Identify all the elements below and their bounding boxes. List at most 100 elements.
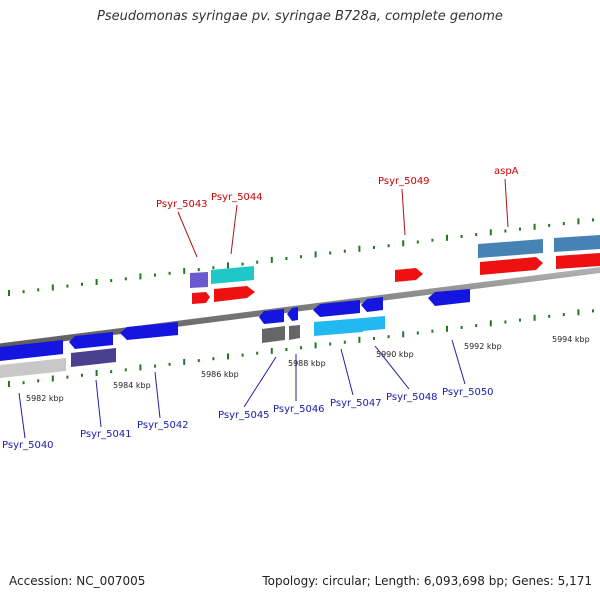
gene-label-psyr-5049[interactable]: Psyr_5049 bbox=[378, 176, 430, 187]
gene-label-psyr-5042[interactable]: Psyr_5042 bbox=[137, 420, 189, 431]
gene-feature-psyr-5050[interactable] bbox=[428, 289, 470, 306]
gene-feature-psyr-5048[interactable] bbox=[361, 297, 383, 312]
gene-label-psyr-5047[interactable]: Psyr_5047 bbox=[330, 398, 382, 409]
scale-tick-upper bbox=[285, 257, 288, 260]
gene-feature-aspa-upper[interactable] bbox=[478, 239, 543, 258]
leader-line-psyr-5040 bbox=[18, 392, 26, 439]
scale-tick-upper bbox=[168, 271, 171, 275]
gene-feature-psyr-5048-lower[interactable] bbox=[363, 316, 385, 331]
leader-line-psyr-5049 bbox=[401, 188, 406, 236]
gene-feature-psyr-5043-upper[interactable] bbox=[190, 272, 208, 288]
scale-tick-upper bbox=[314, 251, 317, 258]
gene-label-psyr-5044[interactable]: Psyr_5044 bbox=[211, 192, 263, 203]
scale-tick-upper bbox=[387, 244, 390, 248]
gene-feature-psyr-5040-lower[interactable] bbox=[0, 358, 66, 378]
scale-tick-upper bbox=[37, 288, 40, 292]
gene-label-psyr-5041[interactable]: Psyr_5041 bbox=[80, 429, 132, 440]
scale-tick-lower bbox=[8, 381, 10, 387]
gene-feature-psyr-5046-lower[interactable] bbox=[289, 325, 300, 340]
scale-tick-upper bbox=[124, 277, 127, 281]
scale-tick-lower bbox=[51, 375, 54, 382]
scale-tick-lower bbox=[256, 351, 259, 355]
scale-tick-lower bbox=[387, 335, 390, 339]
gene-label-psyr-5045[interactable]: Psyr_5045 bbox=[218, 410, 270, 421]
scale-tick-lower bbox=[183, 358, 186, 365]
scale-tick-upper bbox=[256, 260, 259, 264]
gene-feature-psyr-5043[interactable] bbox=[192, 292, 210, 304]
scale-tick-upper bbox=[22, 290, 25, 294]
scale-tick-lower bbox=[431, 329, 434, 333]
scale-tick-lower bbox=[475, 324, 478, 328]
gene-feature-psyr-5049[interactable] bbox=[395, 268, 423, 282]
scale-tick-upper bbox=[81, 282, 83, 286]
scale-tick-upper bbox=[95, 279, 98, 285]
scale-tick-lower bbox=[241, 353, 244, 357]
scale-tick-upper bbox=[431, 238, 434, 242]
scale-ticks-lower bbox=[8, 309, 594, 387]
genome-title: Pseudomonas syringae pv. syringae B728a,… bbox=[97, 9, 503, 24]
leader-line-psyr-5045 bbox=[243, 356, 277, 408]
leader-line-aspa bbox=[504, 178, 509, 228]
scale-label-5984: 5984 kbp bbox=[113, 381, 151, 390]
gene-feature-psyr-5042[interactable] bbox=[120, 322, 178, 340]
length-value: 6,093,698 bp bbox=[423, 574, 504, 588]
gene-feature-next[interactable] bbox=[556, 253, 600, 269]
gene-feature-psyr-5045[interactable] bbox=[259, 309, 284, 324]
gene-feature-psyr-5040[interactable] bbox=[0, 340, 63, 361]
scale-tick-upper bbox=[519, 227, 521, 231]
gene-feature-psyr-5041[interactable] bbox=[69, 332, 113, 349]
leader-line-psyr-5048 bbox=[374, 345, 410, 390]
scale-tick-lower bbox=[358, 336, 361, 343]
scale-tick-lower bbox=[124, 368, 127, 372]
scale-tick-upper bbox=[329, 251, 332, 255]
scale-tick-upper bbox=[446, 234, 448, 241]
leader-line-psyr-5044 bbox=[230, 204, 238, 255]
scale-tick-upper bbox=[358, 245, 361, 252]
scale-tick-lower bbox=[270, 347, 273, 354]
gene-feature-psyr-5044-upper[interactable] bbox=[211, 266, 254, 284]
scale-tick-lower bbox=[373, 337, 375, 340]
scale-tick-upper bbox=[343, 249, 346, 253]
scale-tick-upper bbox=[562, 222, 565, 226]
scale-tick-lower bbox=[154, 364, 156, 368]
scale-tick-lower bbox=[446, 325, 448, 332]
scale-tick-upper bbox=[51, 284, 54, 291]
scale-tick-upper bbox=[110, 279, 113, 283]
gene-label-psyr-5040[interactable]: Psyr_5040 bbox=[2, 440, 54, 451]
gene-label-psyr-5050[interactable]: Psyr_5050 bbox=[442, 387, 494, 398]
scale-tick-lower bbox=[416, 331, 419, 335]
gene-feature-psyr-5041-lower[interactable] bbox=[71, 348, 116, 367]
gene-feature-psyr-5046[interactable] bbox=[287, 307, 298, 321]
scale-tick-upper bbox=[533, 223, 536, 230]
genome-summary: Topology: circular; Length: 6,093,698 bp… bbox=[262, 574, 592, 588]
gene-feature-psyr-5044[interactable] bbox=[214, 286, 255, 302]
scale-label-5992: 5992 kbp bbox=[464, 342, 502, 351]
gene-label-psyr-5048[interactable]: Psyr_5048 bbox=[386, 392, 438, 403]
scale-tick-lower bbox=[197, 359, 200, 363]
scale-label-5988: 5988 kbp bbox=[288, 359, 326, 368]
scale-tick-lower bbox=[577, 309, 580, 316]
scale-tick-lower bbox=[548, 314, 551, 318]
scale-tick-upper bbox=[270, 256, 273, 263]
gene-label-psyr-5043[interactable]: Psyr_5043 bbox=[156, 199, 208, 210]
scale-tick-lower bbox=[460, 326, 463, 329]
gene-feature-psyr-5047[interactable] bbox=[313, 300, 360, 317]
scale-tick-lower bbox=[212, 357, 215, 361]
scale-tick-upper bbox=[489, 229, 492, 236]
scale-tick-lower bbox=[533, 314, 536, 321]
gene-feature-next-upper[interactable] bbox=[554, 235, 600, 252]
leader-line-psyr-5050 bbox=[451, 339, 466, 385]
gene-label-aspa[interactable]: aspA bbox=[494, 166, 519, 177]
gene-feature-psyr-5045-lower[interactable] bbox=[262, 326, 285, 343]
scale-tick-lower bbox=[139, 364, 142, 371]
scale-tick-lower bbox=[562, 313, 565, 317]
scale-tick-lower bbox=[300, 346, 302, 350]
scale-tick-lower bbox=[402, 331, 405, 338]
gene-feature-psyr-5047-lower[interactable] bbox=[314, 318, 363, 336]
accession-label: Accession: bbox=[9, 574, 73, 588]
scale-tick-upper bbox=[416, 240, 419, 244]
gene-label-psyr-5046[interactable]: Psyr_5046 bbox=[273, 404, 325, 415]
leader-lines-bottom bbox=[18, 339, 466, 439]
scale-tick-upper bbox=[8, 290, 10, 296]
gene-feature-aspa[interactable] bbox=[480, 257, 543, 275]
